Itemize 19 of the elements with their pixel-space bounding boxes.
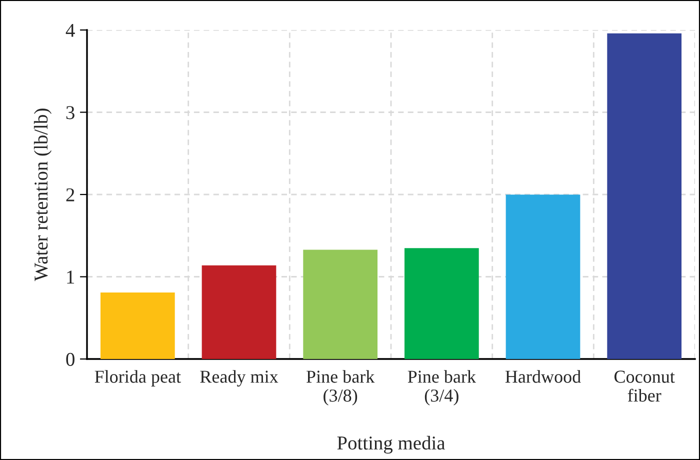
y-tick-label: 3 [66, 106, 74, 120]
bar [202, 265, 276, 359]
y-tick-label: 1 [67, 270, 74, 284]
x-tick-label: Pine bark (3/4) [408, 370, 476, 406]
y-tick-label: 4 [66, 24, 75, 37]
bar [506, 194, 580, 359]
x-axis-title: Potting media [337, 436, 446, 454]
x-tick-label: Pine bark (3/8) [306, 370, 375, 406]
x-tick-label: Coconut fiber [614, 370, 675, 402]
y-axis-title: Water retention (lb/lb) [34, 108, 52, 282]
x-tick-label: Ready mix [200, 370, 278, 387]
bar [303, 250, 378, 359]
bar [100, 292, 175, 359]
x-tick-label: Florida peat [94, 370, 181, 386]
bar [607, 33, 682, 359]
x-tick-label: Hardwood [505, 370, 581, 383]
bar [404, 248, 479, 359]
y-tick-label: 2 [66, 188, 74, 202]
y-tick-label: 0 [66, 352, 74, 366]
